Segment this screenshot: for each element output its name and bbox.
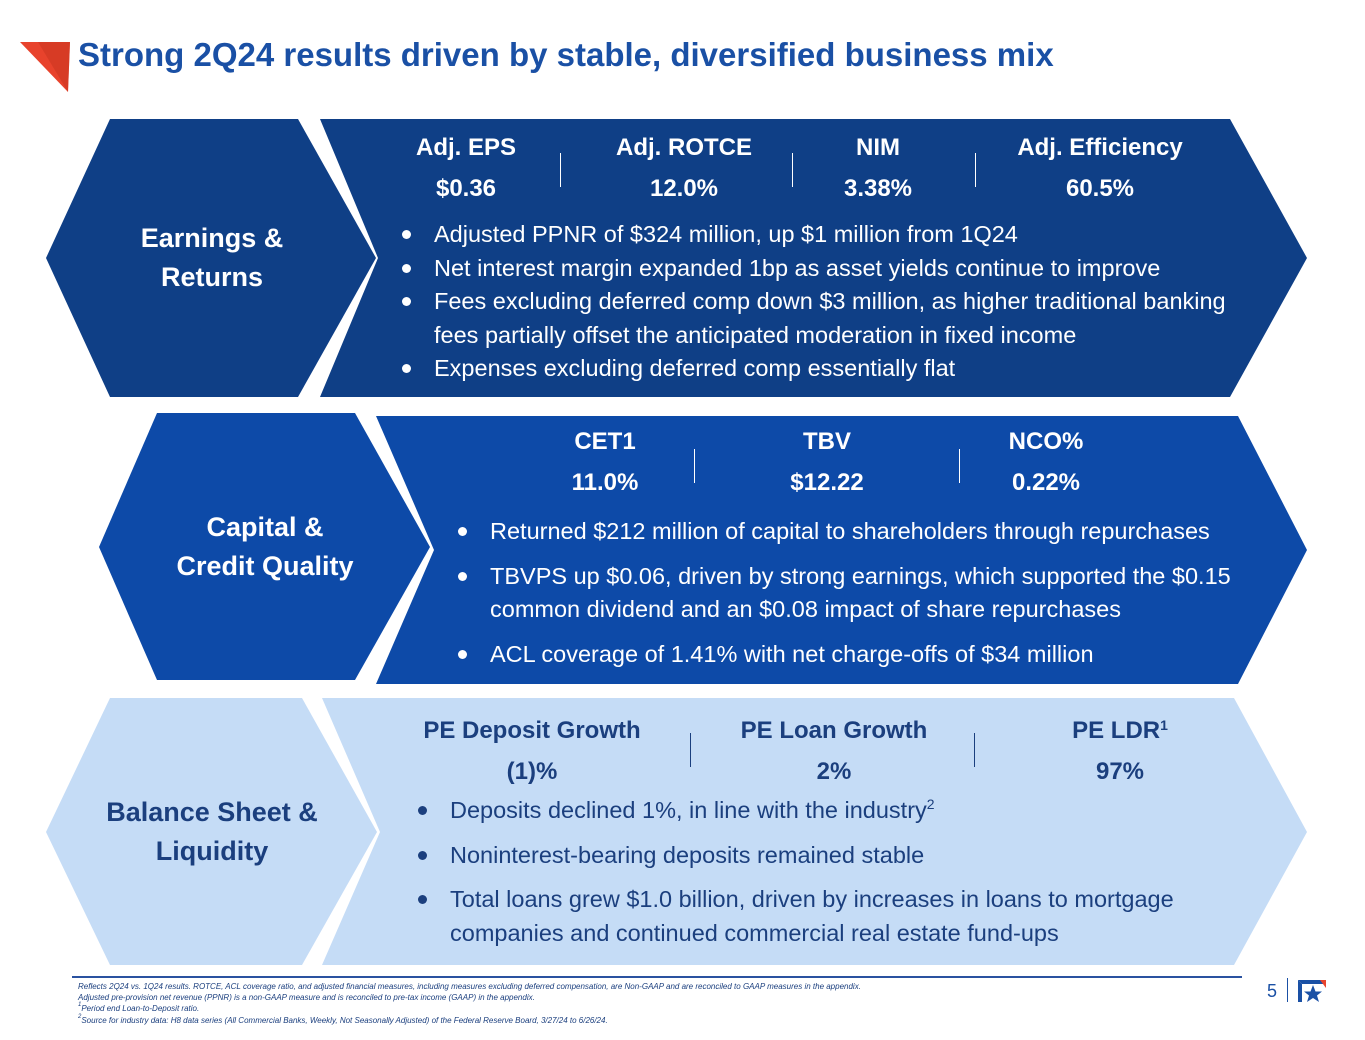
footnote-marker: 2 xyxy=(926,796,935,812)
metric-value: 2% xyxy=(816,758,852,785)
earnings-hexagon xyxy=(46,119,376,397)
footnote-marker: 1 xyxy=(1160,717,1168,733)
metric-pe-deposit-growth: PE Deposit Growth (1)% xyxy=(412,717,652,786)
metric-label: PE LDR1 xyxy=(1060,717,1180,745)
earnings-label: Earnings & Returns xyxy=(86,219,338,297)
footnotes: Reflects 2Q24 vs. 1Q24 results. ROTCE, A… xyxy=(78,981,861,1026)
metric-separator xyxy=(560,153,561,187)
bullet-item: Returned $212 million of capital to shar… xyxy=(456,515,1301,549)
bullet-item: Adjusted PPNR of $324 million, up $1 mil… xyxy=(400,218,1280,252)
bullet-item: Net interest margin expanded 1bp as asse… xyxy=(400,252,1280,286)
metric-label: NIM xyxy=(856,134,900,161)
metric-label-text: PE LDR xyxy=(1072,717,1161,744)
footnote-text: Source for industry data: H8 data series… xyxy=(81,1015,608,1025)
capital-hexagon xyxy=(99,413,430,680)
metric-tbv: TBV $12.22 xyxy=(767,428,887,497)
capital-label-line2: Credit Quality xyxy=(176,551,354,581)
metric-separator xyxy=(792,153,793,187)
corner-triangle-icon xyxy=(20,42,70,92)
metric-adj-efficiency: Adj. Efficiency 60.5% xyxy=(1000,134,1200,203)
metric-value: 12.0% xyxy=(649,175,719,202)
footnote-line: 2Source for industry data: H8 data serie… xyxy=(78,1013,861,1026)
metric-pe-ldr: PE LDR1 97% xyxy=(1060,717,1180,786)
balance-bullets: Deposits declined 1%, in line with the i… xyxy=(416,794,1296,950)
footnote-line: Adjusted pre-provision net revenue (PPNR… xyxy=(78,993,535,1003)
bullet-text: Noninterest-bearing deposits remained st… xyxy=(450,841,925,868)
metric-value: 0.22% xyxy=(1011,469,1081,496)
bullet-item: Expenses excluding deferred comp essenti… xyxy=(400,352,1280,386)
metric-value: 97% xyxy=(1095,758,1145,785)
earnings-panel xyxy=(320,119,1307,397)
footnote-line: Reflects 2Q24 vs. 1Q24 results. ROTCE, A… xyxy=(78,982,861,991)
bullet-item: Deposits declined 1%, in line with the i… xyxy=(416,794,1296,828)
balance-label: Balance Sheet & Liquidity xyxy=(76,793,348,871)
footnote-text: Period end Loan-to-Deposit ratio. xyxy=(81,1004,200,1014)
metric-separator xyxy=(694,449,695,483)
metric-separator xyxy=(959,449,960,483)
metric-label: Adj. Efficiency xyxy=(1017,134,1183,161)
footer-divider xyxy=(72,976,1242,978)
capital-label-line1: Capital & xyxy=(206,512,324,542)
metric-cet1: CET1 11.0% xyxy=(545,428,665,497)
metric-label: NCO% xyxy=(1008,428,1084,455)
metric-label: PE Loan Growth xyxy=(740,717,928,744)
page-number: 5 xyxy=(1267,981,1278,1001)
metric-pe-loan-growth: PE Loan Growth 2% xyxy=(724,717,944,786)
bullet-text: Deposits declined 1%, in line with the i… xyxy=(450,797,927,823)
metric-value: 3.38% xyxy=(843,175,913,202)
capital-label: Capital & Credit Quality xyxy=(135,508,395,586)
metric-label: Adj. EPS xyxy=(415,134,517,161)
bullet-item: Total loans grew $1.0 billion, driven by… xyxy=(416,883,1266,950)
metric-adj-rotce: Adj. ROTCE 12.0% xyxy=(589,134,779,203)
bank-star-logo-icon xyxy=(1296,978,1328,1004)
metric-label: CET1 xyxy=(574,428,636,455)
metric-separator xyxy=(974,733,975,767)
metric-label: Adj. ROTCE xyxy=(616,134,752,161)
page-number-divider xyxy=(1287,978,1288,1002)
metric-nco: NCO% 0.22% xyxy=(986,428,1106,497)
balance-label-line1: Balance Sheet & xyxy=(106,797,318,827)
bullet-item: TBVPS up $0.06, driven by strong earning… xyxy=(456,560,1256,627)
footnote-line: 1Period end Loan-to-Deposit ratio. xyxy=(78,1002,861,1014)
metric-value: 60.5% xyxy=(1065,175,1135,202)
capital-bullets: Returned $212 million of capital to shar… xyxy=(456,515,1301,671)
metric-separator xyxy=(690,733,691,767)
balance-panel xyxy=(322,698,1307,965)
bullet-item: ACL coverage of 1.41% with net charge-of… xyxy=(456,638,1301,672)
metric-value: $0.36 xyxy=(435,175,497,202)
bullet-text: Total loans grew $1.0 billion, driven by… xyxy=(450,886,1174,946)
page-title: Strong 2Q24 results driven by stable, di… xyxy=(78,36,1054,73)
metric-separator xyxy=(975,153,976,187)
footnote-marker: 1 xyxy=(78,1002,82,1009)
balance-hexagon xyxy=(46,698,377,965)
metric-nim: NIM 3.38% xyxy=(818,134,938,203)
bullet-item: Noninterest-bearing deposits remained st… xyxy=(416,839,1296,873)
metric-value: (1)% xyxy=(506,758,558,785)
metric-value: $12.22 xyxy=(790,469,864,496)
earnings-label-line2: Returns xyxy=(160,262,263,292)
metric-label: TBV xyxy=(803,428,851,455)
metric-adj-eps: Adj. EPS $0.36 xyxy=(386,134,546,203)
earnings-label-line1: Earnings & xyxy=(140,223,284,253)
capital-panel xyxy=(376,416,1307,684)
metric-value: 11.0% xyxy=(571,469,639,496)
earnings-bullets: Adjusted PPNR of $324 million, up $1 mil… xyxy=(400,218,1280,386)
metric-label: PE Deposit Growth xyxy=(423,717,641,744)
balance-label-line2: Liquidity xyxy=(155,836,269,866)
bullet-item: Fees excluding deferred comp down $3 mil… xyxy=(400,285,1260,352)
footnote-marker: 2 xyxy=(78,1013,82,1020)
